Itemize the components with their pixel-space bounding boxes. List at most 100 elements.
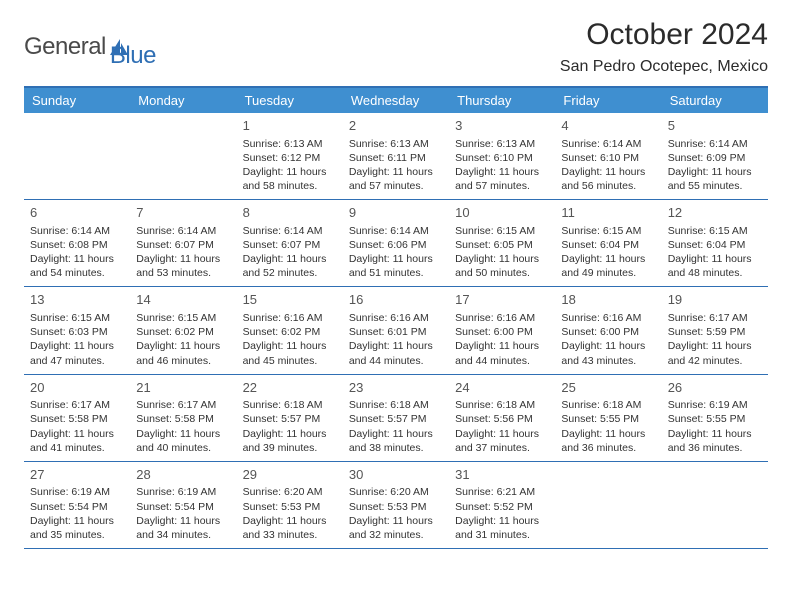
day-header-cell: Saturday	[662, 88, 768, 113]
day-number: 27	[30, 466, 124, 484]
day-header-cell: Tuesday	[237, 88, 343, 113]
sunset-line: Sunset: 6:06 PM	[349, 238, 443, 252]
calendar-cell: 9Sunrise: 6:14 AMSunset: 6:06 PMDaylight…	[343, 200, 449, 286]
day-number: 7	[136, 204, 230, 222]
sunset-line: Sunset: 6:04 PM	[561, 238, 655, 252]
sunset-line: Sunset: 5:57 PM	[243, 412, 337, 426]
daylight-line: Daylight: 11 hours and 50 minutes.	[455, 252, 549, 280]
sunset-line: Sunset: 5:54 PM	[30, 500, 124, 514]
sunset-line: Sunset: 5:52 PM	[455, 500, 549, 514]
day-number: 14	[136, 291, 230, 309]
sunset-line: Sunset: 6:00 PM	[561, 325, 655, 339]
calendar-cell: 29Sunrise: 6:20 AMSunset: 5:53 PMDayligh…	[237, 462, 343, 548]
sunset-line: Sunset: 5:53 PM	[243, 500, 337, 514]
sunrise-line: Sunrise: 6:15 AM	[455, 224, 549, 238]
daylight-line: Daylight: 11 hours and 55 minutes.	[668, 165, 762, 193]
sunrise-line: Sunrise: 6:15 AM	[136, 311, 230, 325]
day-number: 9	[349, 204, 443, 222]
calendar-cell: 4Sunrise: 6:14 AMSunset: 6:10 PMDaylight…	[555, 113, 661, 199]
sunset-line: Sunset: 6:05 PM	[455, 238, 549, 252]
sunrise-line: Sunrise: 6:16 AM	[243, 311, 337, 325]
day-number: 31	[455, 466, 549, 484]
daylight-line: Daylight: 11 hours and 36 minutes.	[561, 427, 655, 455]
day-number: 21	[136, 379, 230, 397]
sunset-line: Sunset: 6:10 PM	[455, 151, 549, 165]
sunrise-line: Sunrise: 6:13 AM	[243, 137, 337, 151]
daylight-line: Daylight: 11 hours and 33 minutes.	[243, 514, 337, 542]
sunset-line: Sunset: 6:00 PM	[455, 325, 549, 339]
calendar-cell: 14Sunrise: 6:15 AMSunset: 6:02 PMDayligh…	[130, 287, 236, 373]
calendar-cell-empty	[555, 462, 661, 548]
calendar-cell: 12Sunrise: 6:15 AMSunset: 6:04 PMDayligh…	[662, 200, 768, 286]
day-number: 23	[349, 379, 443, 397]
calendar-cell-empty	[130, 113, 236, 199]
sunset-line: Sunset: 6:12 PM	[243, 151, 337, 165]
page-title: October 2024	[560, 18, 768, 52]
calendar-cell: 28Sunrise: 6:19 AMSunset: 5:54 PMDayligh…	[130, 462, 236, 548]
calendar-cell: 18Sunrise: 6:16 AMSunset: 6:00 PMDayligh…	[555, 287, 661, 373]
location-label: San Pedro Ocotepec, Mexico	[560, 58, 768, 76]
day-number: 20	[30, 379, 124, 397]
sunset-line: Sunset: 5:54 PM	[136, 500, 230, 514]
calendar-cell: 20Sunrise: 6:17 AMSunset: 5:58 PMDayligh…	[24, 375, 130, 461]
daylight-line: Daylight: 11 hours and 42 minutes.	[668, 339, 762, 367]
calendar-cell: 2 Sunrise: 6:13 AMSunset: 6:11 PMDaylight…	[343, 113, 449, 199]
day-number: 16	[349, 291, 443, 309]
daylight-line: Daylight: 11 hours and 53 minutes.	[136, 252, 230, 280]
calendar-cell: 7Sunrise: 6:14 AMSunset: 6:07 PMDaylight…	[130, 200, 236, 286]
header: General Blue October 2024 San Pedro Ocot…	[24, 18, 768, 76]
day-number: 26	[668, 379, 762, 397]
calendar-cell: 5Sunrise: 6:14 AMSunset: 6:09 PMDaylight…	[662, 113, 768, 199]
day-header-cell: Thursday	[449, 88, 555, 113]
sunset-line: Sunset: 6:09 PM	[668, 151, 762, 165]
daylight-line: Daylight: 11 hours and 57 minutes.	[349, 165, 443, 193]
sunset-line: Sunset: 6:07 PM	[243, 238, 337, 252]
sunrise-line: Sunrise: 6:13 AM	[455, 137, 549, 151]
calendar-week-row: 13Sunrise: 6:15 AMSunset: 6:03 PMDayligh…	[24, 287, 768, 374]
sunset-line: Sunset: 6:11 PM	[349, 151, 443, 165]
daylight-line: Daylight: 11 hours and 47 minutes.	[30, 339, 124, 367]
daylight-line: Daylight: 11 hours and 36 minutes.	[668, 427, 762, 455]
day-header-cell: Friday	[555, 88, 661, 113]
sunrise-line: Sunrise: 6:15 AM	[668, 224, 762, 238]
sunrise-line: Sunrise: 6:18 AM	[349, 398, 443, 412]
day-number: 2	[349, 117, 443, 135]
daylight-line: Daylight: 11 hours and 45 minutes.	[243, 339, 337, 367]
daylight-line: Daylight: 11 hours and 35 minutes.	[30, 514, 124, 542]
sunrise-line: Sunrise: 6:20 AM	[349, 485, 443, 499]
sunrise-line: Sunrise: 6:17 AM	[30, 398, 124, 412]
sunrise-line: Sunrise: 6:17 AM	[136, 398, 230, 412]
sunrise-line: Sunrise: 6:14 AM	[243, 224, 337, 238]
day-number: 13	[30, 291, 124, 309]
day-header-row: SundayMondayTuesdayWednesdayThursdayFrid…	[24, 88, 768, 113]
sunset-line: Sunset: 6:01 PM	[349, 325, 443, 339]
day-header-cell: Wednesday	[343, 88, 449, 113]
calendar-body: 1Sunrise: 6:13 AMSunset: 6:12 PMDaylight…	[24, 113, 768, 549]
daylight-line: Daylight: 11 hours and 58 minutes.	[243, 165, 337, 193]
daylight-line: Daylight: 11 hours and 48 minutes.	[668, 252, 762, 280]
calendar-cell: 21Sunrise: 6:17 AMSunset: 5:58 PMDayligh…	[130, 375, 236, 461]
daylight-line: Daylight: 11 hours and 54 minutes.	[30, 252, 124, 280]
sunrise-line: Sunrise: 6:13 AM	[349, 137, 443, 151]
calendar-cell: 11Sunrise: 6:15 AMSunset: 6:04 PMDayligh…	[555, 200, 661, 286]
calendar-cell: 17Sunrise: 6:16 AMSunset: 6:00 PMDayligh…	[449, 287, 555, 373]
day-number: 24	[455, 379, 549, 397]
sunset-line: Sunset: 5:55 PM	[561, 412, 655, 426]
day-number: 19	[668, 291, 762, 309]
day-header-cell: Sunday	[24, 88, 130, 113]
calendar-cell: 3Sunrise: 6:13 AMSunset: 6:10 PMDaylight…	[449, 113, 555, 199]
sunrise-line: Sunrise: 6:15 AM	[30, 311, 124, 325]
sunrise-line: Sunrise: 6:14 AM	[30, 224, 124, 238]
sunset-line: Sunset: 6:07 PM	[136, 238, 230, 252]
calendar-cell: 30Sunrise: 6:20 AMSunset: 5:53 PMDayligh…	[343, 462, 449, 548]
daylight-line: Daylight: 11 hours and 46 minutes.	[136, 339, 230, 367]
day-number: 1	[243, 117, 337, 135]
daylight-line: Daylight: 11 hours and 38 minutes.	[349, 427, 443, 455]
day-number: 3	[455, 117, 549, 135]
day-number: 18	[561, 291, 655, 309]
calendar-week-row: 27Sunrise: 6:19 AMSunset: 5:54 PMDayligh…	[24, 462, 768, 549]
day-number: 8	[243, 204, 337, 222]
calendar-week-row: 20Sunrise: 6:17 AMSunset: 5:58 PMDayligh…	[24, 375, 768, 462]
sunrise-line: Sunrise: 6:14 AM	[668, 137, 762, 151]
sunset-line: Sunset: 5:55 PM	[668, 412, 762, 426]
